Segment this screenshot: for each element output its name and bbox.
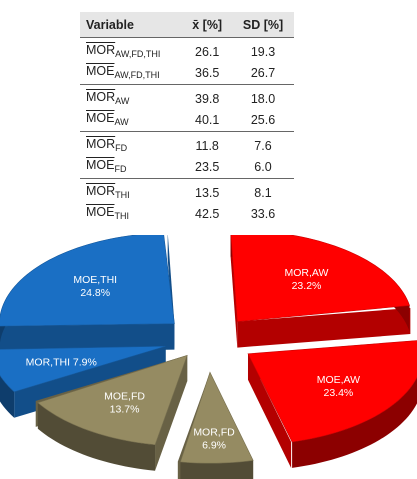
variable-base: MOE xyxy=(86,205,115,219)
variable-cell: MOEAW xyxy=(80,110,182,132)
variable-cell: MOETHI xyxy=(80,204,182,225)
mean-cell: 36.5 xyxy=(195,66,220,80)
table-row: MOETHI 42.5 33.6 xyxy=(80,204,294,225)
variable-subscript: AW,FD,THI xyxy=(115,49,161,59)
variable-subscript: AW,FD,THI xyxy=(114,70,160,80)
variable-base: MOE xyxy=(86,111,115,125)
table-row: MORAW 39.8 18.0 xyxy=(80,84,294,110)
header-variable: Variable xyxy=(80,12,183,38)
mean-cell: 23.5 xyxy=(195,160,220,174)
variable-subscript: THI xyxy=(114,211,129,221)
mean-cell: 26.1 xyxy=(182,37,232,63)
pie-slice-mor-fd: MOR,FD6.9% xyxy=(177,371,254,479)
sd-cell: 33.6 xyxy=(250,207,276,221)
slice-name-label: MOE,AW xyxy=(317,374,360,386)
slice-name-label: MOR,AW xyxy=(285,267,329,279)
slice-label: MOR,THI 7.9% xyxy=(26,357,97,369)
variable-base: MOR xyxy=(86,137,116,151)
slice-name-label: MOE,THI xyxy=(73,274,117,286)
mean-cell: 39.8 xyxy=(182,84,232,110)
table-header-row: Variable x̄ [%] SD [%] xyxy=(80,12,294,38)
sd-cell: 18.0 xyxy=(232,84,294,110)
header-mean: x̄ [%] xyxy=(182,12,232,38)
variable-base: MOR xyxy=(86,184,116,198)
variable-base: MOE xyxy=(86,64,115,78)
sd-cell: 25.6 xyxy=(250,113,276,127)
variable-cell: MOEFD xyxy=(80,157,182,179)
sd-cell: 8.1 xyxy=(232,178,294,204)
variable-cell: MORAW,FD,THI xyxy=(80,37,183,63)
sd-cell: 6.0 xyxy=(254,160,272,174)
header-sd: SD [%] xyxy=(232,12,294,38)
variable-base: MOR xyxy=(86,43,116,57)
table-row: MOEAW 40.1 25.6 xyxy=(80,110,294,132)
mean-cell: 40.1 xyxy=(195,113,220,127)
slice-value-label: 23.2% xyxy=(292,280,322,292)
sd-cell: 26.7 xyxy=(250,66,276,80)
sd-cell: 19.3 xyxy=(232,37,294,63)
variable-cell: MORFD xyxy=(80,131,183,157)
mean-cell: 42.5 xyxy=(195,207,220,221)
variable-base: MOE xyxy=(86,158,115,172)
table-row: MORAW,FD,THI 26.1 19.3 xyxy=(80,37,294,63)
variable-cell: MORAW xyxy=(80,84,183,110)
slice-value-label: 13.7% xyxy=(110,403,140,415)
table-row: MORTHI 13.5 8.1 xyxy=(80,178,294,204)
slice-value-label: 24.8% xyxy=(80,287,110,299)
sd-cell: 7.6 xyxy=(232,131,294,157)
variable-subscript: FD xyxy=(115,143,128,153)
slice-name-label: MOR,FD xyxy=(193,427,235,439)
variable-subscript: AW xyxy=(114,117,129,127)
variable-subscript: FD xyxy=(114,164,127,174)
variable-subscript: AW xyxy=(115,96,130,106)
variable-subscript: THI xyxy=(115,190,130,200)
table-row: MOEAW,FD,THI 36.5 26.7 xyxy=(80,63,294,85)
slice-value-label: 23.4% xyxy=(324,387,354,399)
variable-cell: MOEAW,FD,THI xyxy=(80,63,182,85)
slice-name-label: MOE,FD xyxy=(104,390,145,402)
statistics-table: Variable x̄ [%] SD [%] MORAW,FD,THI 26.1 1… xyxy=(80,12,294,225)
table-row: MORFD 11.8 7.6 xyxy=(80,131,294,157)
slice-value-label: 6.9% xyxy=(202,440,226,452)
table-row: MOEFD 23.5 6.0 xyxy=(80,157,294,179)
statistics-table-container: Variable x̄ [%] SD [%] MORAW,FD,THI 26.1 1… xyxy=(80,12,294,225)
mean-cell: 13.5 xyxy=(182,178,232,204)
variable-base: MOR xyxy=(86,90,116,104)
variable-cell: MORTHI xyxy=(80,178,183,204)
table-body: MORAW,FD,THI 26.1 19.3 MOEAW,FD,THI 36.5 26.7… xyxy=(80,37,294,226)
mean-cell: 11.8 xyxy=(182,131,232,157)
